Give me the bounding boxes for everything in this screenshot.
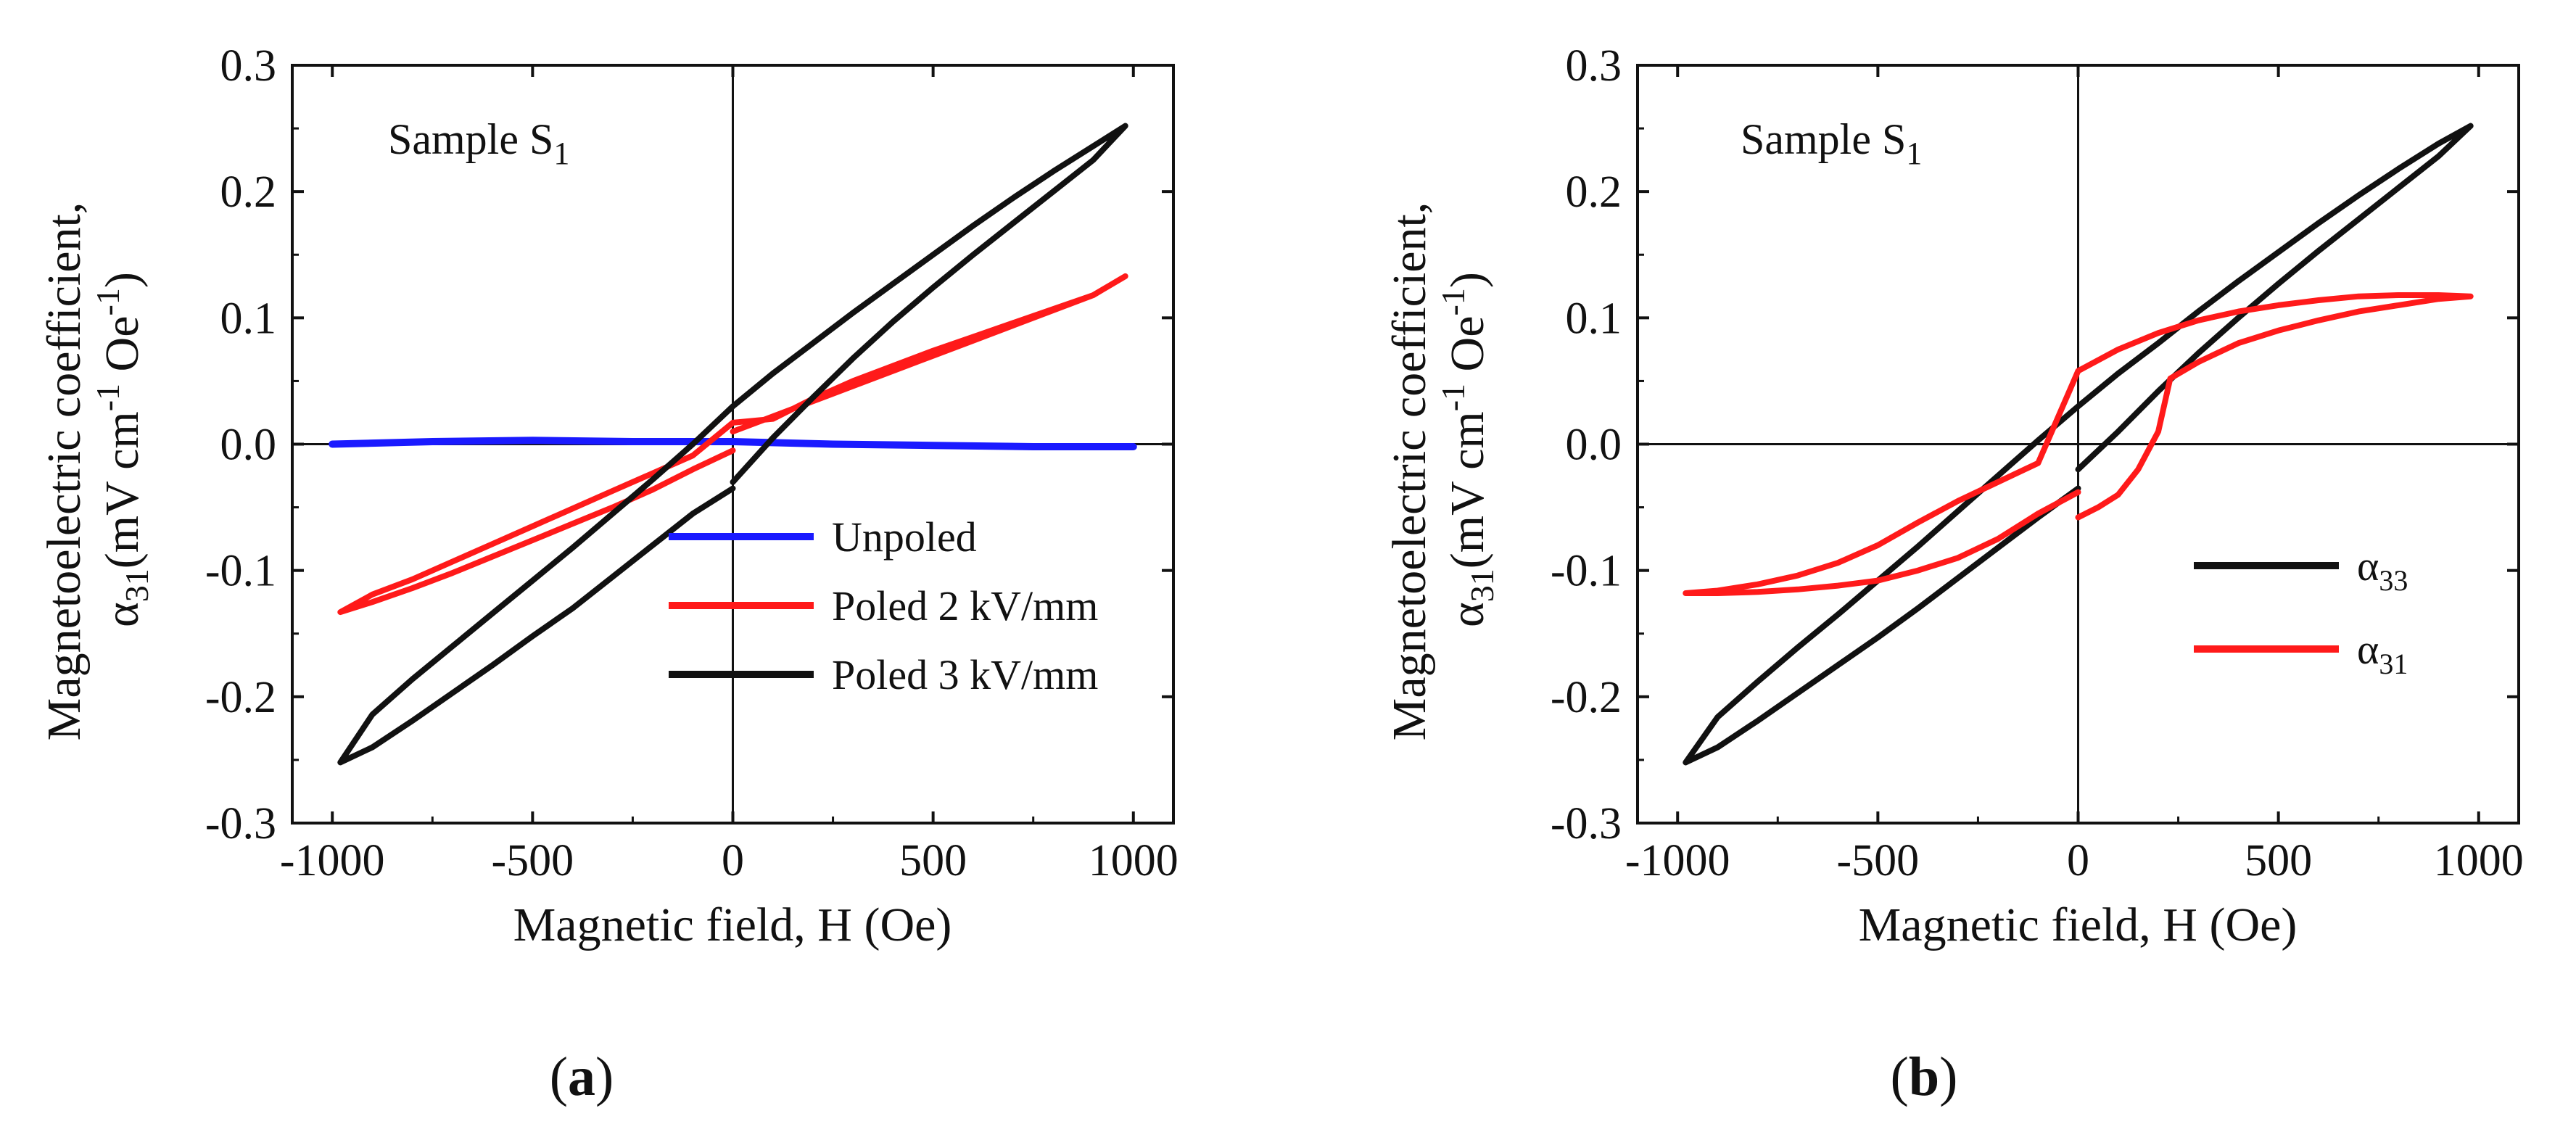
y-tick-label-b: 0.3 — [1566, 41, 1622, 91]
panel-caption-b-open: ( — [1891, 1046, 1909, 1107]
y-label-b-text: (mV cm — [1441, 411, 1494, 569]
panel-caption-a-close: ) — [595, 1046, 614, 1107]
panel-caption-b-label: b — [1909, 1046, 1939, 1107]
x-axis-title-b: Magnetic field, H (Oe) — [1859, 898, 2298, 951]
y-axis-title-a: Magnetoelectric coefficient, — [38, 202, 91, 741]
y-label-b-sup2: -1 — [1434, 288, 1471, 315]
y-tick-label-b: 0.0 — [1566, 421, 1622, 470]
y-label-a-sup2: -1 — [89, 288, 126, 315]
legend-label-name: Poled 2 kV/mm — [832, 582, 1098, 629]
y-tick-label-b: 0.2 — [1566, 168, 1622, 217]
legend-label-name: α — [2357, 542, 2379, 590]
y-label-a-text2: Oe — [96, 316, 149, 384]
series-line-b-1 — [1683, 292, 2474, 596]
y-label-b-sub: 31 — [1464, 569, 1500, 602]
legend-label-b-0: α33 — [2357, 542, 2408, 597]
panel-a: -1000 -500 0 500 1000 -0.3 -0.2 -0.1 0.0 0.1 0.2 0.… — [38, 41, 1178, 1107]
panel-caption-b-close: ) — [1939, 1046, 1957, 1107]
annotation-a-subscript: 1 — [553, 136, 569, 171]
y-axis-title-a-line1: Magnetoelectric coefficient, — [38, 202, 91, 741]
x-tick-label-b: -500 — [1837, 836, 1920, 885]
y-tick-label-a: 0.3 — [220, 41, 277, 91]
y-tick-label-b: -0.1 — [1551, 547, 1622, 596]
series-line-a-2 — [337, 123, 1128, 766]
annotation-a-text: Sample S — [388, 115, 553, 163]
y-label-a-sub: 31 — [118, 569, 155, 602]
legend-label-a-1: Poled 2 kV/mm — [832, 582, 1098, 629]
legend-label-name: Unpoled — [832, 513, 977, 561]
annotation-b-subscript: 1 — [1906, 136, 1922, 171]
y-tick-label-a: -0.2 — [205, 673, 276, 722]
x-tick-label-a: 500 — [899, 836, 967, 885]
panel-caption-b: (b) — [1891, 1046, 1958, 1107]
y-label-b-end: ) — [1441, 272, 1494, 288]
x-tick-label-a: -500 — [492, 836, 574, 885]
x-tick-label-a: -1000 — [280, 836, 385, 885]
y-tick-label-b: 0.1 — [1566, 294, 1622, 343]
y-tick-label-a: -0.3 — [205, 799, 276, 848]
legend-label-sub: 31 — [2379, 648, 2408, 680]
legend-label-a-0: Unpoled — [832, 513, 977, 561]
y-tick-label-a: 0.2 — [220, 168, 277, 217]
series-line-b-0 — [1683, 123, 2474, 766]
series-line-a-1 — [337, 273, 1128, 616]
y-axis-title-a-line2: α31(mV cm-1 Oe-1) — [89, 272, 155, 627]
y-tick-label-a: 0.0 — [220, 421, 277, 470]
legend-label-a-2: Poled 3 kV/mm — [832, 651, 1098, 698]
y-label-b-text2: Oe — [1441, 316, 1494, 384]
y-axis-title-a-line2-text: α31(mV cm-1 Oe-1) — [89, 272, 155, 627]
plot-area-a: -1000 -500 0 500 1000 -0.3 -0.2 -0.1 0.0 0.1 0.2 0.… — [205, 41, 1178, 885]
legend-a: Unpoled Poled 2 kV/mm Poled 3 kV/mm — [669, 513, 1098, 698]
annotation-b: Sample S1 — [1741, 115, 1922, 171]
x-tick-label-b: -1000 — [1625, 836, 1730, 885]
annotation-a: Sample S1 — [388, 115, 569, 171]
x-tick-label-a: 1000 — [1089, 836, 1178, 885]
y-label-b-sup1: -1 — [1434, 384, 1471, 411]
panel-b: -1000 -500 0 500 1000 -0.3 -0.2 -0.1 0.0 0.1 0.2 0.… — [1383, 41, 2524, 1107]
x-tick-label-a: 0 — [722, 836, 744, 885]
x-tick-label-b: 500 — [2245, 836, 2312, 885]
legend-label-name: α — [2357, 626, 2379, 673]
panel-caption-a-label: a — [568, 1046, 595, 1107]
y-axis-title-b-line1: Magnetoelectric coefficient, — [1383, 202, 1436, 741]
y-label-a-text: (mV cm — [96, 411, 149, 569]
y-tick-label-b: -0.3 — [1551, 799, 1622, 848]
panel-caption-a-open: ( — [550, 1046, 568, 1107]
y-tick-label-a: -0.1 — [205, 547, 276, 596]
x-tick-label-b: 0 — [2067, 836, 2089, 885]
plot-area-b: -1000 -500 0 500 1000 -0.3 -0.2 -0.1 0.0 0.1 0.2 0.… — [1551, 41, 2524, 885]
y-label-a-sup1: -1 — [89, 384, 126, 411]
legend-label-b-1: α31 — [2357, 626, 2408, 680]
y-tick-label-b: -0.2 — [1551, 673, 1622, 722]
y-axis-title-b: Magnetoelectric coefficient, — [1383, 202, 1436, 741]
series-line-a-0 — [329, 437, 1137, 450]
y-label-b-symbol: α — [1441, 602, 1494, 627]
x-tick-label-b: 1000 — [2434, 836, 2524, 885]
y-label-a-end: ) — [96, 272, 149, 288]
y-axis-title-b-line2: α31(mV cm-1 Oe-1) — [1434, 272, 1500, 627]
legend-label-sub: 33 — [2379, 564, 2408, 597]
y-label-a-symbol: α — [96, 602, 149, 627]
y-axis-title-b-line2-text: α31(mV cm-1 Oe-1) — [1434, 272, 1500, 627]
y-tick-label-a: 0.1 — [220, 294, 277, 343]
legend-label-name: Poled 3 kV/mm — [832, 651, 1098, 698]
x-axis-title-a: Magnetic field, H (Oe) — [513, 898, 952, 951]
annotation-b-text: Sample S — [1741, 115, 1906, 163]
panel-caption-a: (a) — [550, 1046, 614, 1107]
